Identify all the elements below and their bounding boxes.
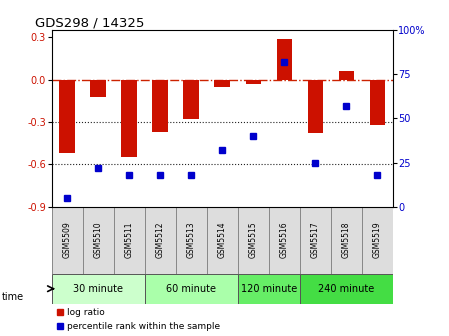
Bar — [207, 207, 238, 274]
Text: 120 minute: 120 minute — [241, 284, 297, 294]
Text: time: time — [2, 292, 24, 302]
Bar — [238, 274, 300, 304]
Bar — [153, 80, 168, 132]
Text: GSM5519: GSM5519 — [373, 222, 382, 258]
Text: 60 minute: 60 minute — [166, 284, 216, 294]
Text: 240 minute: 240 minute — [318, 284, 374, 294]
Bar — [83, 207, 114, 274]
Text: GSM5510: GSM5510 — [94, 222, 103, 258]
Text: GSM5509: GSM5509 — [63, 222, 72, 258]
Bar — [339, 71, 354, 80]
Bar — [269, 207, 300, 274]
Bar — [59, 80, 75, 153]
Bar — [52, 207, 83, 274]
Bar — [90, 80, 106, 96]
Bar — [114, 207, 145, 274]
Bar — [277, 39, 292, 80]
Text: GSM5518: GSM5518 — [342, 222, 351, 258]
Text: GSM5514: GSM5514 — [218, 222, 227, 258]
Bar — [176, 207, 207, 274]
Bar — [145, 207, 176, 274]
Text: GSM5517: GSM5517 — [311, 222, 320, 258]
Text: GSM5515: GSM5515 — [249, 222, 258, 258]
Bar — [215, 80, 230, 87]
Bar — [370, 80, 385, 125]
Text: 30 minute: 30 minute — [73, 284, 123, 294]
Bar — [238, 207, 269, 274]
Text: GDS298 / 14325: GDS298 / 14325 — [35, 16, 144, 29]
Bar — [246, 80, 261, 84]
Bar — [52, 274, 145, 304]
Bar — [145, 274, 238, 304]
Bar — [300, 274, 393, 304]
Text: GSM5511: GSM5511 — [125, 222, 134, 258]
Text: GSM5513: GSM5513 — [187, 222, 196, 258]
Bar — [121, 80, 137, 157]
Bar — [184, 80, 199, 119]
Legend: log ratio, percentile rank within the sample: log ratio, percentile rank within the sa… — [56, 308, 220, 331]
Bar — [331, 207, 362, 274]
Text: GSM5516: GSM5516 — [280, 222, 289, 258]
Text: GSM5512: GSM5512 — [156, 222, 165, 258]
Bar — [300, 207, 331, 274]
Bar — [362, 207, 393, 274]
Bar — [308, 80, 323, 133]
